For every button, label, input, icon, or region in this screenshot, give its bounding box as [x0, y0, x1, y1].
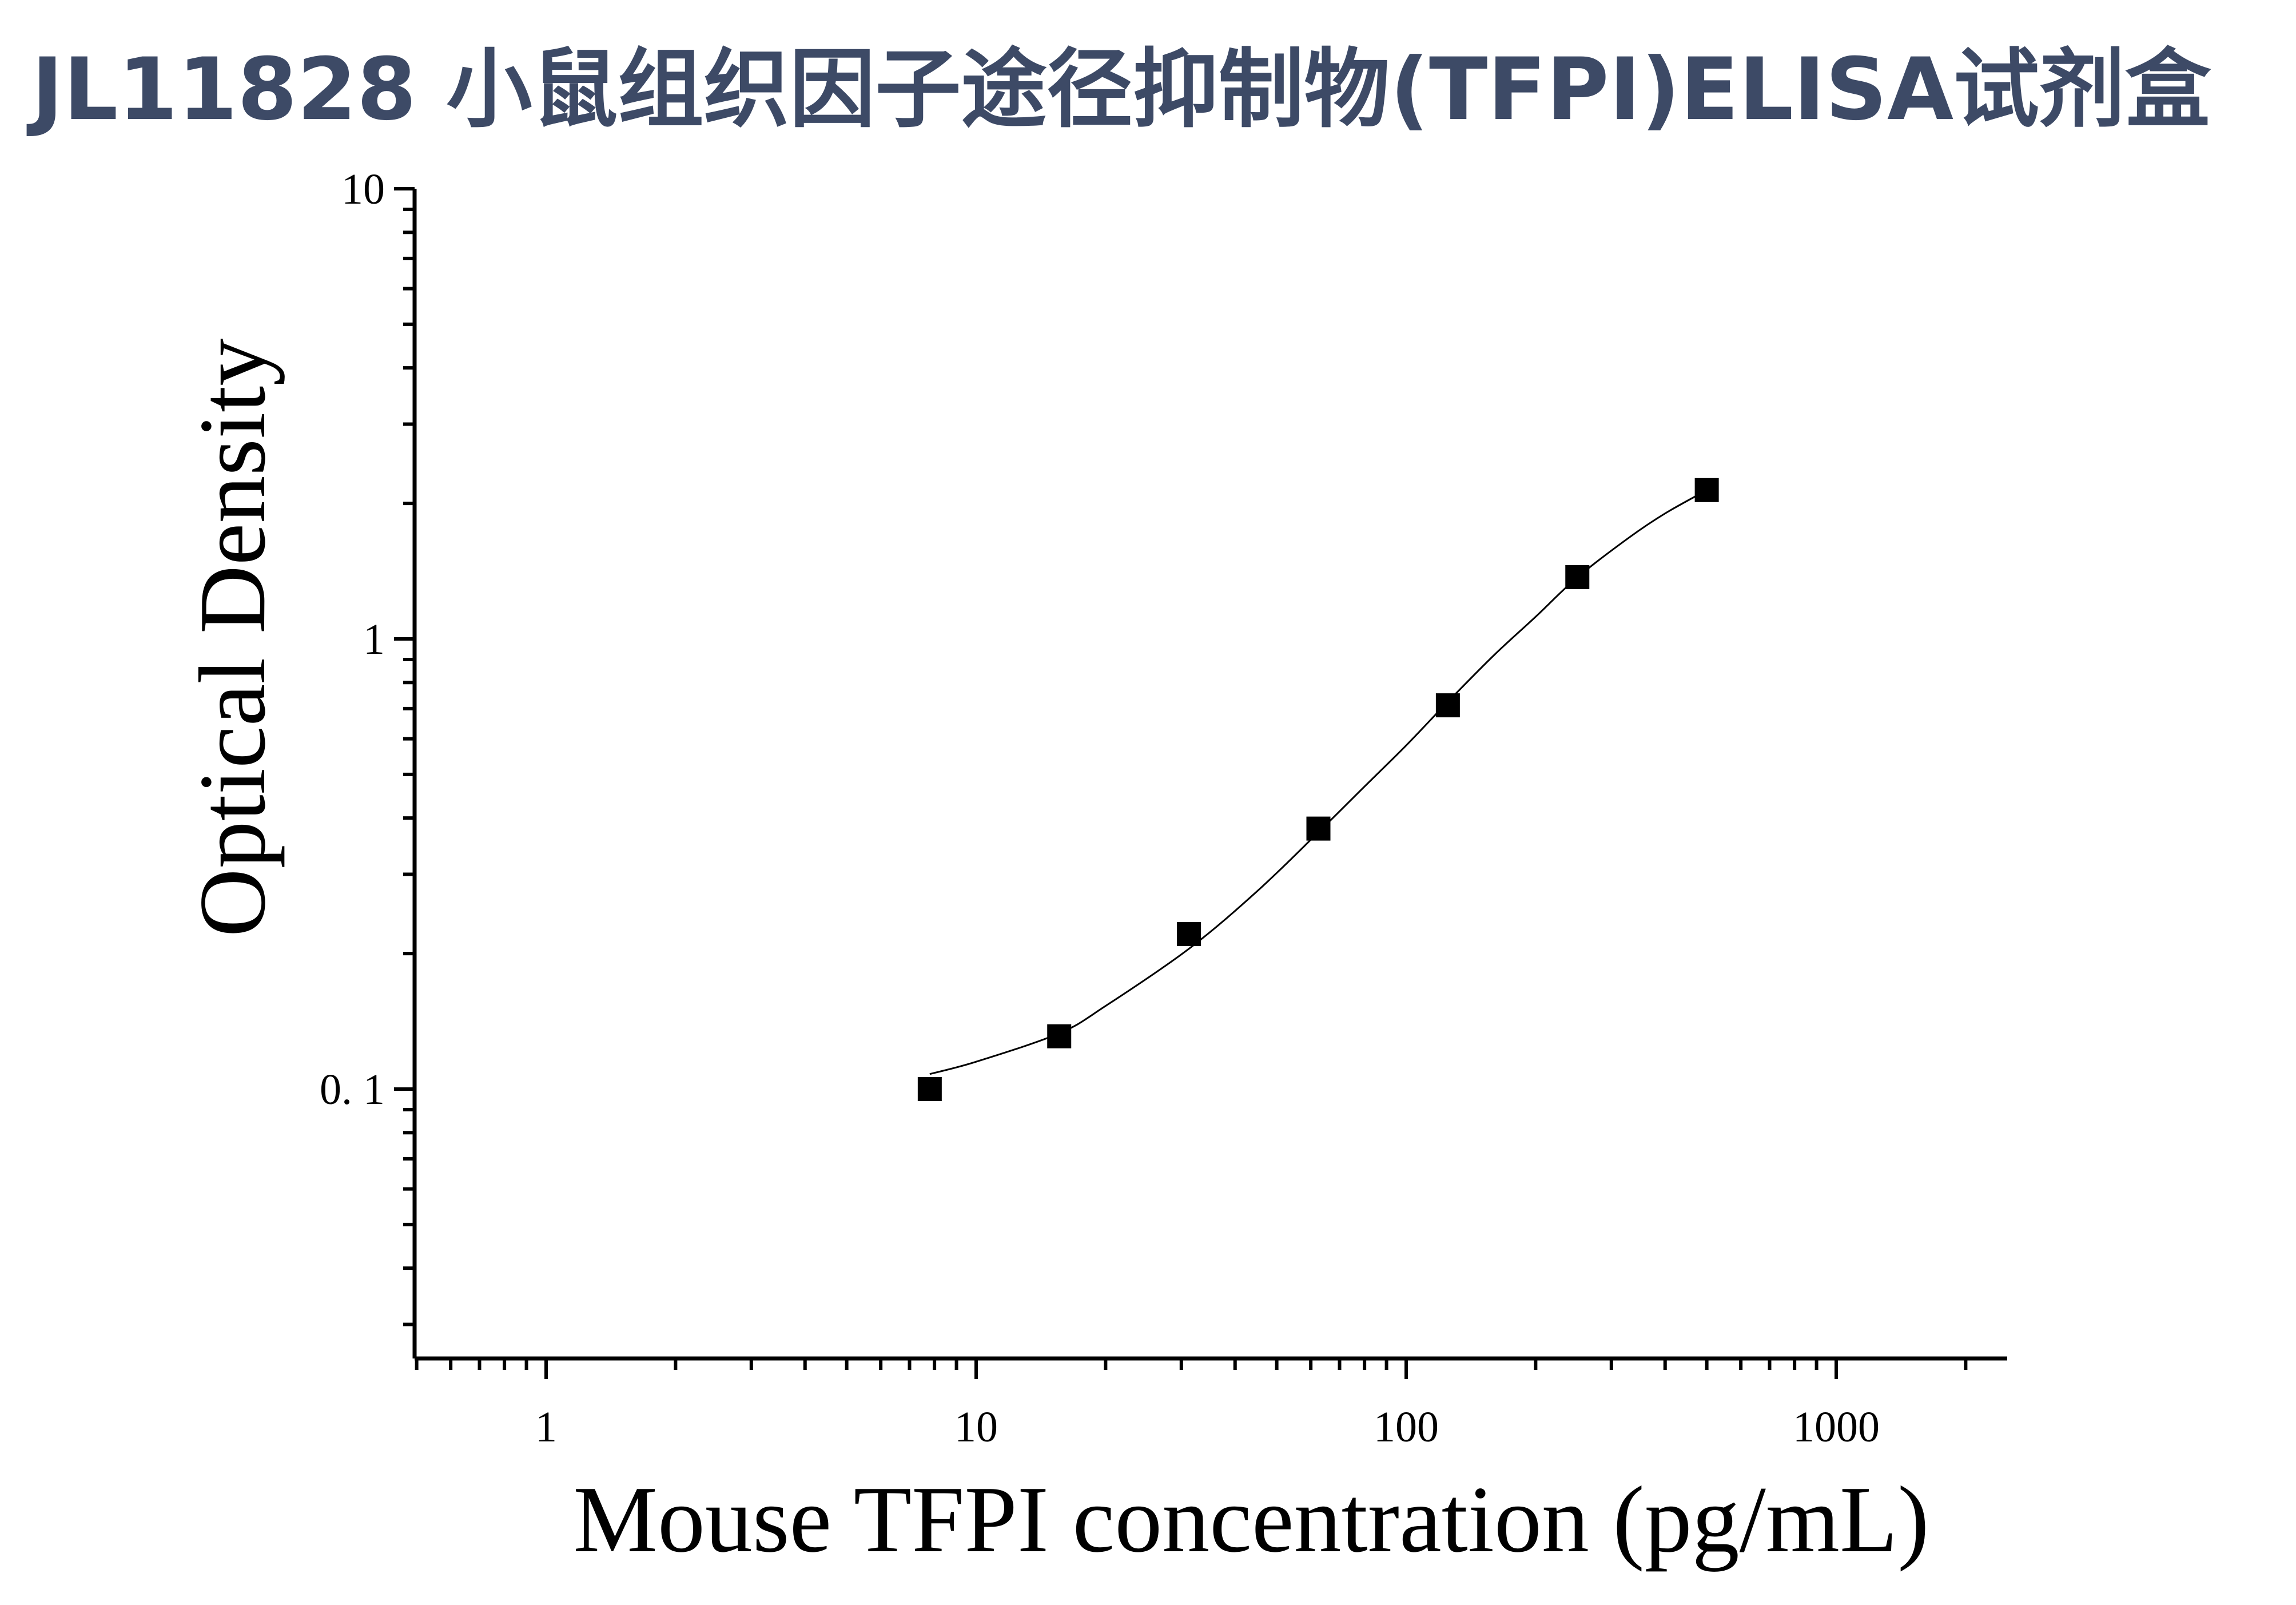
chart-marks — [917, 478, 1719, 1101]
y-axis-title: Optical Density — [180, 339, 285, 937]
y-tick-label: 10 — [341, 165, 385, 213]
x-tick-label: 100 — [1374, 1403, 1439, 1451]
page-title: JL11828 小鼠组织因子途径抑制物(TFPI)ELISA试剂盒 — [31, 40, 2211, 140]
x-axis-title: Mouse TFPI concentration (pg/mL) — [573, 1467, 1929, 1572]
data-point — [1306, 816, 1331, 841]
y-tick-label: 0. 1 — [320, 1066, 385, 1114]
data-point — [1565, 565, 1590, 589]
data-point — [1435, 693, 1460, 718]
data-point — [1177, 921, 1201, 946]
chart-axes: 10 1 0. 1 1 10 100 1000 — [320, 165, 2007, 1451]
data-point — [1694, 478, 1719, 502]
x-tick-label: 1 — [535, 1403, 557, 1451]
x-tick-label: 1000 — [1793, 1403, 1880, 1451]
x-tick-label: 10 — [954, 1403, 998, 1451]
data-point — [1047, 1024, 1072, 1048]
data-point — [917, 1077, 942, 1101]
fit-curve-line — [929, 489, 1708, 1075]
y-tick-label: 1 — [363, 615, 385, 664]
